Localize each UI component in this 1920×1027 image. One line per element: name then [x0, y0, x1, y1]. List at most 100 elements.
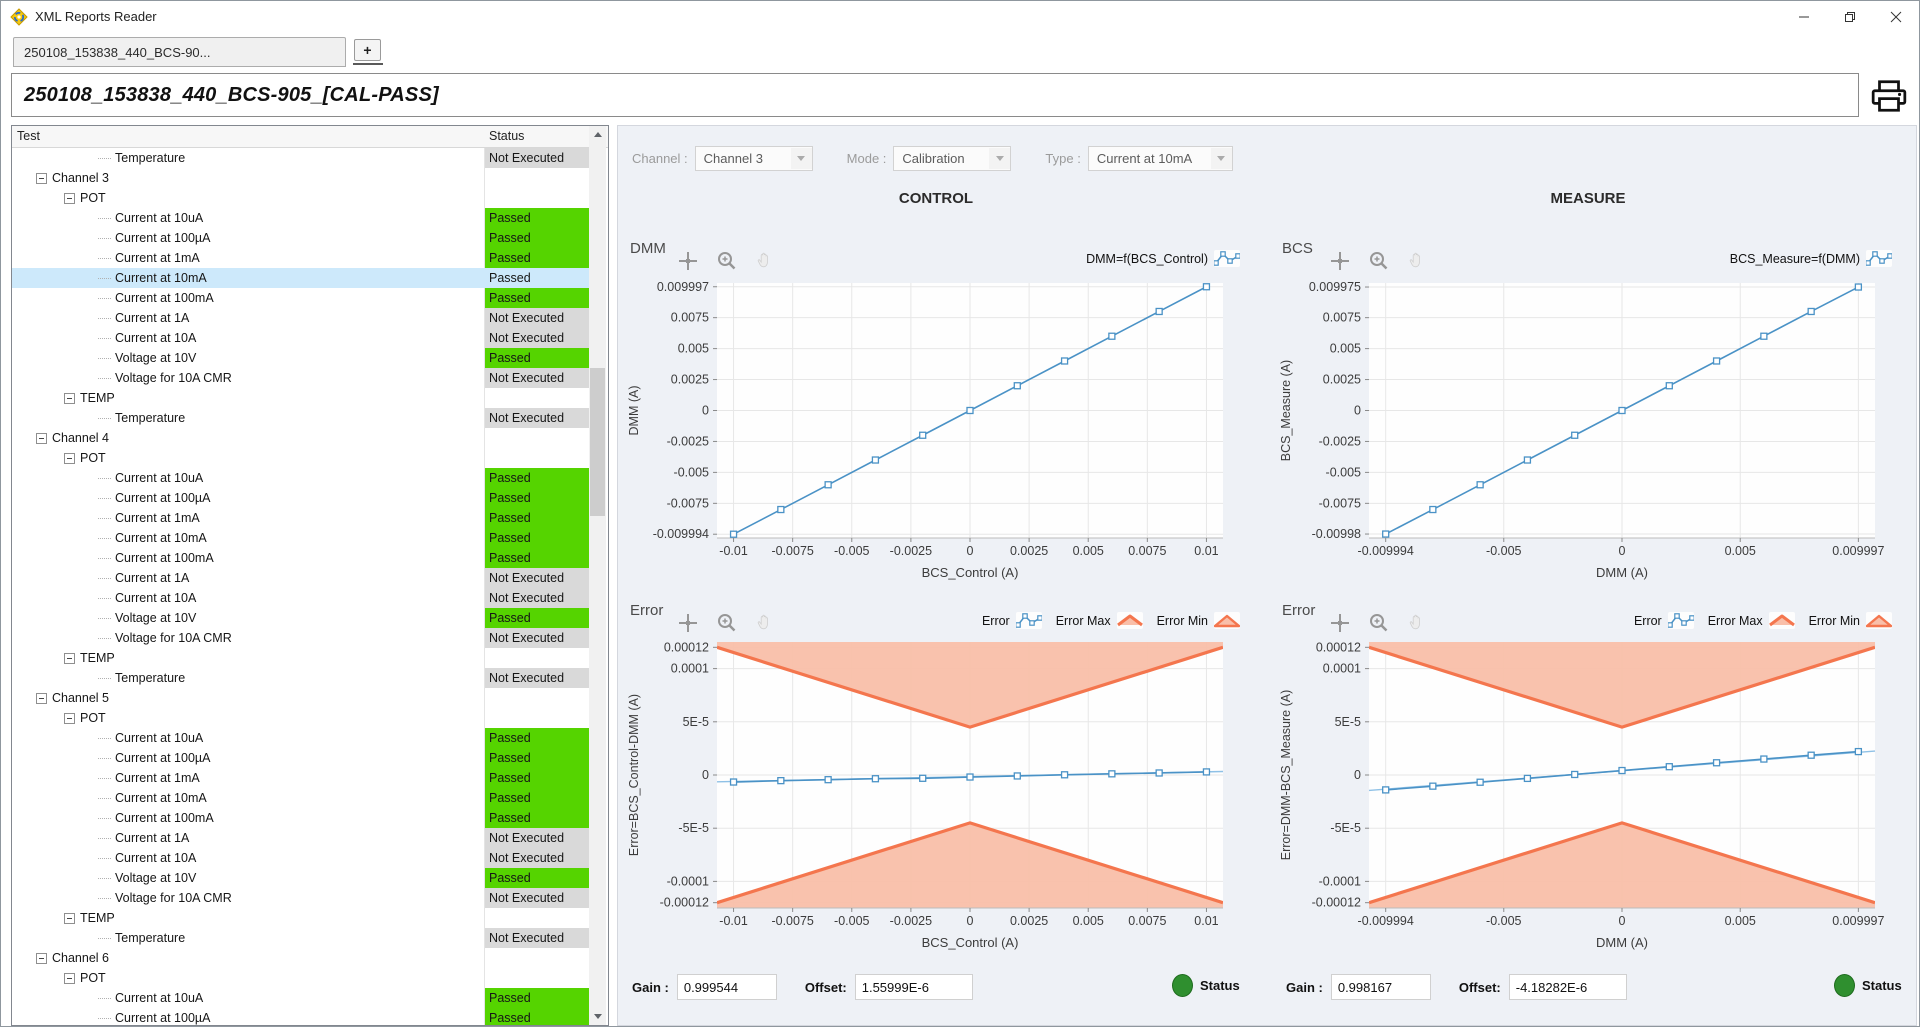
control-offset-field[interactable]: 1.55999E-6: [854, 974, 973, 1000]
tree-branch-line: [98, 477, 111, 479]
tree-row[interactable]: Current at 100µA Passed: [12, 748, 589, 768]
tree-scrollbar[interactable]: [589, 126, 606, 1025]
tree-row[interactable]: Channel 4: [12, 428, 589, 448]
tree-row[interactable]: Voltage for 10A CMR Not Executed: [12, 888, 589, 908]
pan-hand-tool-icon[interactable]: [1407, 250, 1429, 272]
zoom-tool-icon[interactable]: [716, 250, 738, 272]
tree-row[interactable]: Current at 10uA Passed: [12, 728, 589, 748]
zoom-tool-icon[interactable]: [716, 612, 738, 634]
tree-row[interactable]: TEMP: [12, 388, 589, 408]
collapse-icon[interactable]: [64, 392, 75, 404]
tree-row-label: Current at 10uA: [115, 731, 204, 745]
tree-row[interactable]: Current at 10A Not Executed: [12, 848, 589, 868]
plot-area[interactable]: -0.009994 -0.005 0 0.005 0.009997 0.00012 0.00…: [1274, 602, 1902, 970]
tree-row[interactable]: Current at 100µA Passed: [12, 228, 589, 248]
channel-select[interactable]: Channel 3: [694, 146, 813, 171]
zoom-tool-icon[interactable]: [1368, 612, 1390, 634]
tree-row[interactable]: Current at 100mA Passed: [12, 548, 589, 568]
test-tree-panel: Test Status Temperature Not Executed Chann…: [11, 125, 609, 1026]
zoom-tool-icon[interactable]: [1368, 250, 1390, 272]
pan-hand-tool-icon[interactable]: [755, 250, 777, 272]
tree-row[interactable]: Voltage for 10A CMR Not Executed: [12, 368, 589, 388]
collapse-icon[interactable]: [64, 652, 75, 664]
minimize-button[interactable]: [1781, 1, 1827, 33]
crosshair-tool-icon[interactable]: [677, 612, 699, 634]
measure-gain-field[interactable]: 0.998167: [1330, 974, 1431, 1000]
measure-offset-field[interactable]: -4.18282E-6: [1508, 974, 1627, 1000]
tree-row[interactable]: Temperature Not Executed: [12, 148, 589, 168]
tree-row[interactable]: POT: [12, 188, 589, 208]
scroll-up-button[interactable]: [589, 126, 606, 143]
restore-button[interactable]: [1827, 1, 1873, 33]
collapse-icon[interactable]: [64, 192, 75, 204]
tree-row[interactable]: Current at 10uA Passed: [12, 468, 589, 488]
tree-row[interactable]: POT: [12, 448, 589, 468]
tree-row[interactable]: Temperature Not Executed: [12, 668, 589, 688]
plot-area[interactable]: -0.01 -0.0075 -0.005 -0.0025 0 0.0025 0.005 0.0…: [622, 240, 1250, 590]
print-button[interactable]: [1867, 77, 1911, 115]
tree-row[interactable]: Current at 10mA Passed: [12, 528, 589, 548]
crosshair-tool-icon[interactable]: [1329, 250, 1351, 272]
plot-area[interactable]: -0.009994 -0.005 0 0.005 0.009997 0.009975 0.0…: [1274, 240, 1902, 590]
pan-hand-tool-icon[interactable]: [755, 612, 777, 634]
tree-row[interactable]: Current at 1A Not Executed: [12, 828, 589, 848]
tree-row[interactable]: Current at 10uA Passed: [12, 208, 589, 228]
tree-row[interactable]: Current at 10A Not Executed: [12, 588, 589, 608]
tree-row-status: Passed: [485, 348, 589, 368]
tree-row[interactable]: Temperature Not Executed: [12, 928, 589, 948]
plot-area[interactable]: -0.01 -0.0075 -0.005 -0.0025 0 0.0025 0.005 0.0…: [622, 602, 1250, 970]
type-select[interactable]: Current at 10mA: [1087, 146, 1233, 171]
tree-row[interactable]: Current at 100µA Passed: [12, 488, 589, 508]
collapse-icon[interactable]: [64, 912, 75, 924]
tree-row[interactable]: Channel 5: [12, 688, 589, 708]
crosshair-tool-icon[interactable]: [1329, 612, 1351, 634]
svg-text:0: 0: [1354, 768, 1361, 782]
collapse-icon[interactable]: [36, 172, 47, 184]
tree-row[interactable]: Voltage for 10A CMR Not Executed: [12, 628, 589, 648]
tree-row[interactable]: Current at 1A Not Executed: [12, 308, 589, 328]
pan-hand-tool-icon[interactable]: [1407, 612, 1429, 634]
tree-row[interactable]: POT: [12, 708, 589, 728]
tree-row[interactable]: Current at 10mA Passed: [12, 268, 589, 288]
collapse-icon[interactable]: [64, 452, 75, 464]
crosshair-tool-icon[interactable]: [677, 250, 699, 272]
tree-row[interactable]: TEMP: [12, 908, 589, 928]
tree-row[interactable]: Temperature Not Executed: [12, 408, 589, 428]
tree-row[interactable]: Current at 10uA Passed: [12, 988, 589, 1008]
tree-row[interactable]: Channel 6: [12, 948, 589, 968]
tree-row[interactable]: Current at 1mA Passed: [12, 248, 589, 268]
tree-row[interactable]: Current at 1A Not Executed: [12, 568, 589, 588]
scrollbar-thumb[interactable]: [590, 368, 605, 516]
tree-row[interactable]: Voltage at 10V Passed: [12, 348, 589, 368]
svg-text:0: 0: [1619, 914, 1626, 928]
mode-select[interactable]: Calibration: [893, 146, 1012, 171]
collapse-icon[interactable]: [36, 432, 47, 444]
tree-row[interactable]: Voltage at 10V Passed: [12, 608, 589, 628]
tree-row[interactable]: Current at 10mA Passed: [12, 788, 589, 808]
tree-row[interactable]: POT: [12, 968, 589, 988]
svg-text:0.005: 0.005: [1073, 544, 1104, 558]
tree-row[interactable]: Current at 100µA Passed: [12, 1008, 589, 1025]
scroll-down-button[interactable]: [589, 1008, 606, 1025]
tree-row[interactable]: Current at 1mA Passed: [12, 768, 589, 788]
collapse-icon[interactable]: [36, 952, 47, 964]
tree-branch-line: [98, 997, 111, 999]
collapse-icon[interactable]: [36, 692, 47, 704]
report-tab[interactable]: 250108_153838_440_BCS-90...: [13, 37, 346, 67]
tree-row-status: Passed: [485, 608, 589, 628]
tree-row[interactable]: Current at 1mA Passed: [12, 508, 589, 528]
tree-row[interactable]: TEMP: [12, 648, 589, 668]
collapse-icon[interactable]: [64, 972, 75, 984]
tree-row[interactable]: Voltage at 10V Passed: [12, 868, 589, 888]
tree-row[interactable]: Current at 100mA Passed: [12, 808, 589, 828]
tree-row[interactable]: Current at 100mA Passed: [12, 288, 589, 308]
tree-row-label: Current at 100µA: [115, 751, 211, 765]
close-button[interactable]: [1873, 1, 1919, 33]
tab-bar: 250108_153838_440_BCS-90... +: [1, 33, 1919, 69]
control-gain-field[interactable]: 0.999544: [676, 974, 777, 1000]
tree-row[interactable]: Current at 10A Not Executed: [12, 328, 589, 348]
svg-text:-0.00012: -0.00012: [660, 896, 709, 910]
tree-row[interactable]: Channel 3: [12, 168, 589, 188]
add-tab-button[interactable]: +: [354, 39, 381, 61]
collapse-icon[interactable]: [64, 712, 75, 724]
